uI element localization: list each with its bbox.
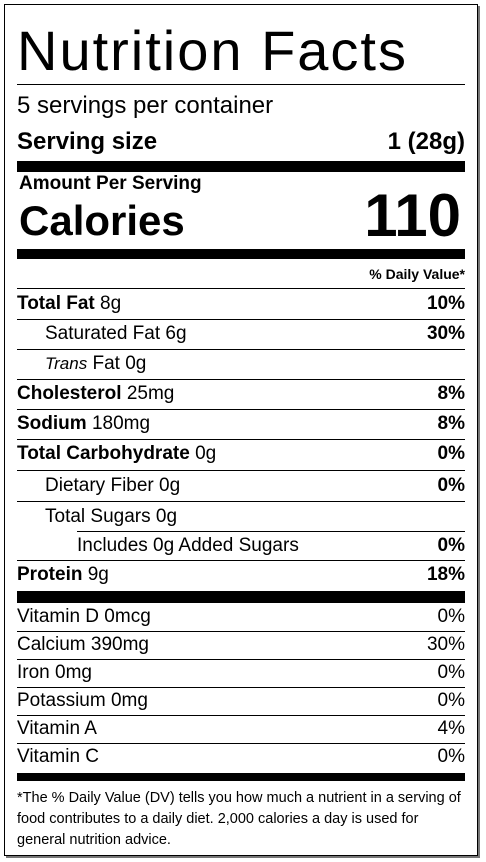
row-divider xyxy=(17,501,465,502)
vitamin-row-vitamin-d: Vitamin D 0mcg 0% xyxy=(17,603,465,631)
nutrient-row-cholesterol: Cholesterol 25mg 8% xyxy=(17,379,465,409)
nutrient-name: Cholesterol xyxy=(17,383,122,404)
serving-size-label: Serving size xyxy=(17,128,158,155)
nutrient-row-total-sugars: Total Sugars 0g xyxy=(17,502,465,532)
row-divider xyxy=(17,715,465,716)
nutrient-name: Total Carbohydrate xyxy=(17,443,190,464)
nutrient-name: Includes 0g Added Sugars xyxy=(77,535,299,556)
row-divider xyxy=(17,631,465,632)
nutrient-row-total-carbohydrate: Total Carbohydrate 0g 0% xyxy=(17,439,465,469)
nutrient-amount: 0g xyxy=(195,443,217,464)
row-divider xyxy=(17,439,465,440)
servings-per-container: 5 servings per container xyxy=(17,92,274,119)
label-title: Nutrition Facts xyxy=(17,19,408,82)
vitamin-row-calcium: Calcium 390mg 30% xyxy=(17,631,465,659)
nutrient-name: Protein xyxy=(17,564,83,585)
nutrient-name: Dietary Fiber xyxy=(45,475,154,496)
row-divider xyxy=(17,379,465,380)
row-divider xyxy=(17,743,465,744)
row-divider xyxy=(17,349,465,350)
daily-value-header-row: % Daily Value* xyxy=(17,261,465,287)
nutrient-dv: 0% xyxy=(437,535,465,556)
nutrient-dv: 0% xyxy=(437,443,465,464)
nutrient-dv: 10% xyxy=(426,293,465,314)
nutrient-row-added-sugars: Includes 0g Added Sugars 0% xyxy=(17,531,465,561)
calories-value: 110 xyxy=(364,182,461,249)
nutrient-amount: 9g xyxy=(87,564,109,585)
nutrient-row-protein: Protein 9g 18% xyxy=(17,560,465,590)
vitamin-amount: 0mcg xyxy=(104,606,151,627)
vitamin-dv: 30% xyxy=(426,634,465,655)
nutrient-dv: 8% xyxy=(437,413,465,434)
daily-value-header: % Daily Value* xyxy=(369,266,465,282)
vitamin-dv: 4% xyxy=(437,718,465,739)
nutrient-name-suffix: Fat xyxy=(92,353,120,374)
vitamin-amount: 0mg xyxy=(55,662,92,683)
vitamin-amount: 390mg xyxy=(90,634,150,655)
nutrient-row-trans-fat: Trans Fat 0g xyxy=(17,349,465,379)
vitamin-dv: 0% xyxy=(437,690,465,711)
nutrient-row-total-fat: Total Fat 8g 10% xyxy=(17,289,465,319)
vitamin-name: Vitamin C xyxy=(17,746,100,767)
vitamin-dv: 0% xyxy=(437,662,465,683)
calories-divider xyxy=(17,249,465,259)
vitamin-dv: 0% xyxy=(437,606,465,627)
nutrient-name: Saturated Fat xyxy=(45,323,161,344)
thick-divider xyxy=(17,161,465,172)
nutrient-name: Sodium xyxy=(17,413,87,434)
vitamin-row-vitamin-a: Vitamin A 4% xyxy=(17,715,465,743)
vitamin-name: Vitamin D xyxy=(17,606,100,627)
nutrient-name: Total Sugars xyxy=(45,506,151,527)
vitamin-row-iron: Iron 0mg 0% xyxy=(17,659,465,687)
row-divider xyxy=(17,687,465,688)
nutrient-amount: 0g xyxy=(125,353,147,374)
nutrient-dv: 18% xyxy=(426,564,465,585)
nutrient-name: Trans xyxy=(45,354,88,373)
nutrient-amount: 180mg xyxy=(91,413,151,434)
servings-row: 5 servings per container xyxy=(17,91,465,121)
row-divider xyxy=(17,319,465,320)
thick-divider xyxy=(17,591,465,603)
title-divider xyxy=(17,84,465,85)
nutrient-row-saturated-fat: Saturated Fat 6g 30% xyxy=(17,319,465,349)
nutrient-row-sodium: Sodium 180mg 8% xyxy=(17,409,465,439)
nutrient-dv: 8% xyxy=(437,383,465,404)
row-divider xyxy=(17,659,465,660)
footnote-divider xyxy=(17,773,465,781)
row-divider xyxy=(77,531,465,532)
serving-size-row: Serving size 1 (28g) xyxy=(17,125,465,159)
amount-per-serving: Amount Per Serving xyxy=(19,173,202,194)
vitamin-name: Vitamin A xyxy=(17,718,97,739)
vitamin-amount: 0mg xyxy=(110,690,148,711)
footnote: *The % Daily Value (DV) tells you how mu… xyxy=(17,790,461,848)
nutrient-amount: 25mg xyxy=(126,383,175,404)
nutrient-dv: 30% xyxy=(426,323,465,344)
row-divider xyxy=(17,470,465,471)
calories-label: Calories xyxy=(19,197,185,244)
nutrient-row-dietary-fiber: Dietary Fiber 0g 0% xyxy=(17,471,465,501)
vitamin-row-vitamin-c: Vitamin C 0% xyxy=(17,743,465,771)
nutrient-amount: 6g xyxy=(165,323,187,344)
vitamin-row-potassium: Potassium 0mg 0% xyxy=(17,687,465,715)
vitamin-name: Iron xyxy=(17,662,50,683)
label-content: Nutrition Facts 5 servings per container… xyxy=(17,5,465,855)
nutrient-amount: 0g xyxy=(155,506,178,527)
vitamin-name: Calcium xyxy=(17,634,86,655)
row-divider xyxy=(17,560,465,561)
serving-size-value: 1 (28g) xyxy=(387,128,465,155)
nutrient-amount: 0g xyxy=(159,475,181,496)
row-divider xyxy=(17,288,465,289)
vitamin-name: Potassium xyxy=(17,690,106,711)
vitamin-dv: 0% xyxy=(437,746,465,767)
nutrition-facts-label: Nutrition Facts 5 servings per container… xyxy=(4,4,478,856)
row-divider xyxy=(17,409,465,410)
nutrient-name: Total Fat xyxy=(17,293,95,314)
nutrient-amount: 8g xyxy=(100,293,122,314)
nutrient-dv: 0% xyxy=(437,475,465,496)
